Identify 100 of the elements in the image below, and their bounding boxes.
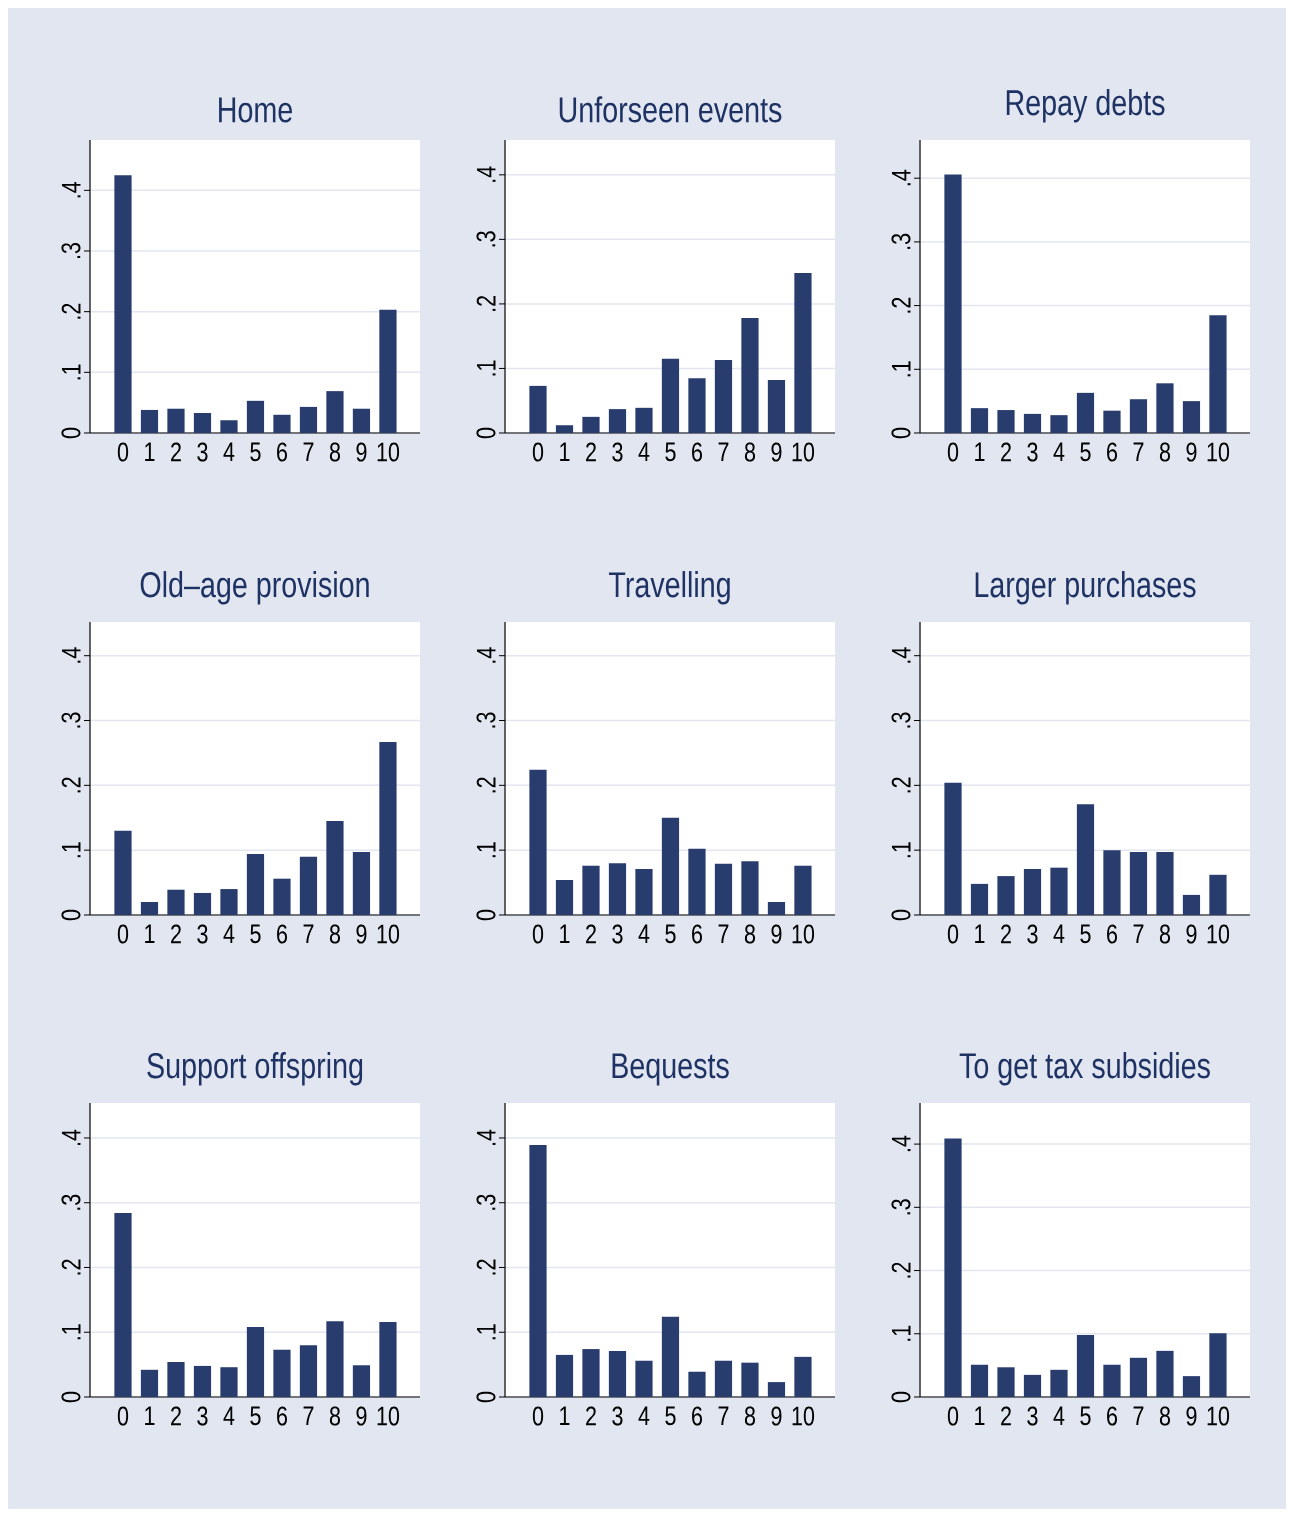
y-tick-label: 0 bbox=[891, 1391, 911, 1403]
bar bbox=[741, 861, 759, 915]
x-tick-label: 4 bbox=[223, 1406, 235, 1426]
bar bbox=[970, 1364, 989, 1397]
bar bbox=[1182, 401, 1201, 433]
bar bbox=[1076, 392, 1095, 433]
y-tick-label: .3 bbox=[891, 712, 911, 728]
x-tick-label: 7 bbox=[303, 1406, 314, 1426]
x-tick-label: 4 bbox=[223, 924, 235, 944]
x-tick-label: 10 bbox=[792, 442, 815, 462]
x-tick-label: 2 bbox=[586, 442, 596, 462]
y-tick-label: .4 bbox=[61, 182, 81, 198]
y-tick-label: .3 bbox=[61, 242, 81, 258]
bar bbox=[140, 409, 159, 433]
chart-title: Repay debts bbox=[1006, 89, 1165, 123]
bar bbox=[352, 1365, 371, 1397]
bar bbox=[379, 1321, 397, 1397]
bar bbox=[326, 821, 344, 915]
bar bbox=[1156, 1350, 1174, 1397]
bar bbox=[1103, 1364, 1121, 1397]
x-tick-label: 0 bbox=[947, 1406, 959, 1426]
y-tick-label: .4 bbox=[891, 169, 911, 186]
y-tick-label: .2 bbox=[476, 1259, 496, 1275]
x-tick-label: 10 bbox=[1207, 924, 1230, 944]
bar bbox=[529, 385, 547, 433]
x-tick-label: 10 bbox=[377, 1406, 400, 1426]
x-tick-label: 8 bbox=[744, 1406, 756, 1426]
x-tick-label: 3 bbox=[612, 924, 623, 944]
y-tick-label: .2 bbox=[476, 777, 496, 793]
bar bbox=[767, 380, 786, 433]
y-tick-label: .4 bbox=[476, 647, 496, 663]
x-tick-label: 9 bbox=[356, 924, 367, 944]
x-tick-label: 0 bbox=[117, 924, 129, 944]
x-tick-label: 4 bbox=[638, 1406, 650, 1426]
bar bbox=[555, 879, 574, 915]
y-tick-label: .1 bbox=[476, 1324, 496, 1340]
bar bbox=[273, 414, 291, 433]
y-tick-label: 0 bbox=[476, 1391, 496, 1403]
x-tick-label: 2 bbox=[171, 1406, 181, 1426]
chart-title: Home bbox=[219, 97, 292, 123]
bar bbox=[352, 852, 371, 915]
bar bbox=[246, 1327, 265, 1397]
x-tick-label: 9 bbox=[1186, 442, 1197, 462]
x-tick-label: 2 bbox=[1001, 1406, 1011, 1426]
y-tick-label: 0 bbox=[61, 909, 81, 921]
x-tick-label: 9 bbox=[356, 442, 367, 462]
y-tick-label: 0 bbox=[476, 427, 496, 439]
x-tick-label: 3 bbox=[1027, 1406, 1038, 1426]
y-tick-label: .1 bbox=[61, 364, 81, 380]
x-tick-label: 8 bbox=[1159, 442, 1171, 462]
bar bbox=[193, 1365, 212, 1397]
bar bbox=[193, 412, 212, 433]
bar bbox=[688, 848, 706, 915]
bar bbox=[582, 416, 600, 433]
bar bbox=[114, 175, 132, 433]
x-tick-label: 5 bbox=[665, 442, 676, 462]
x-tick-label: 1 bbox=[145, 924, 155, 944]
x-tick-label: 0 bbox=[117, 442, 129, 462]
bar bbox=[944, 1138, 962, 1397]
bar bbox=[220, 1367, 238, 1397]
bar bbox=[714, 863, 733, 915]
bar bbox=[661, 358, 680, 433]
x-tick-label: 6 bbox=[277, 1406, 287, 1426]
bar bbox=[635, 407, 653, 433]
x-tick-label: 2 bbox=[1001, 442, 1011, 462]
bar bbox=[114, 830, 132, 915]
y-tick-label: .4 bbox=[61, 647, 81, 663]
x-tick-label: 7 bbox=[718, 442, 729, 462]
x-tick-label: 1 bbox=[560, 924, 570, 944]
bar bbox=[1156, 852, 1174, 915]
bar bbox=[997, 876, 1015, 915]
bar bbox=[1209, 1333, 1227, 1397]
x-tick-label: 5 bbox=[665, 1406, 676, 1426]
y-tick-label: .1 bbox=[61, 842, 81, 858]
x-tick-label: 3 bbox=[197, 1406, 208, 1426]
x-tick-label: 3 bbox=[612, 1406, 623, 1426]
x-tick-label: 1 bbox=[560, 442, 570, 462]
x-tick-label: 1 bbox=[145, 442, 155, 462]
x-tick-label: 7 bbox=[718, 924, 729, 944]
bar bbox=[246, 400, 265, 433]
x-tick-label: 7 bbox=[718, 1406, 729, 1426]
bar bbox=[794, 865, 812, 915]
x-tick-label: 6 bbox=[692, 924, 702, 944]
x-tick-label: 2 bbox=[171, 442, 181, 462]
bar bbox=[193, 892, 212, 915]
x-tick-label: 1 bbox=[145, 1406, 155, 1426]
x-tick-label: 2 bbox=[1001, 924, 1011, 944]
bar bbox=[1023, 868, 1042, 915]
y-tick-label: .3 bbox=[476, 1194, 496, 1210]
x-tick-label: 9 bbox=[356, 1406, 367, 1426]
x-tick-label: 8 bbox=[744, 924, 756, 944]
x-tick-label: 10 bbox=[1207, 442, 1230, 462]
y-tick-label: 0 bbox=[891, 909, 911, 921]
x-tick-label: 3 bbox=[1027, 442, 1038, 462]
x-tick-label: 1 bbox=[560, 1406, 570, 1426]
x-tick-label: 5 bbox=[250, 924, 261, 944]
y-tick-label: .3 bbox=[476, 231, 496, 247]
x-tick-label: 0 bbox=[532, 924, 544, 944]
bar bbox=[1129, 1357, 1148, 1397]
bar bbox=[555, 425, 574, 433]
